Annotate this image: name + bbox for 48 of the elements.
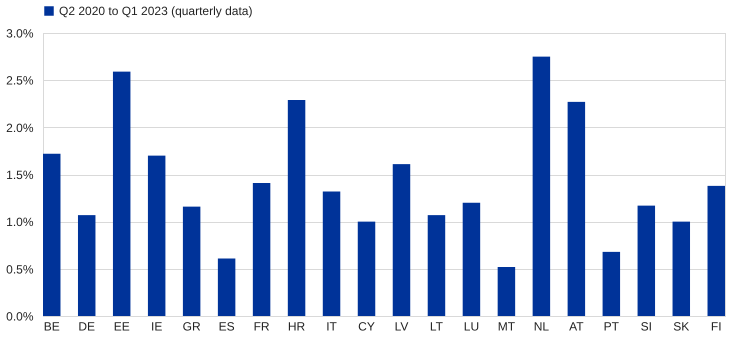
x-tick-label: EE xyxy=(114,320,130,334)
bar xyxy=(322,191,340,316)
x-tick-label: ES xyxy=(218,320,235,334)
y-tick-label: 2.0% xyxy=(6,120,34,135)
x-tick-label: IE xyxy=(150,320,162,334)
bar xyxy=(462,202,480,316)
bar xyxy=(148,156,166,316)
bar xyxy=(428,215,446,316)
y-tick-label: 2.5% xyxy=(6,74,34,88)
bar xyxy=(112,72,130,316)
bar xyxy=(672,222,690,316)
x-tick-label: SK xyxy=(673,320,690,334)
x-tick-label: DE xyxy=(78,320,96,334)
x-tick-label: FI xyxy=(710,320,722,334)
x-tick-label: LV xyxy=(394,320,408,334)
y-tick-label: 0.0% xyxy=(6,310,34,324)
x-tick-label: GR xyxy=(182,320,201,334)
bar xyxy=(568,102,586,316)
bar xyxy=(532,56,550,316)
bar xyxy=(638,206,656,316)
y-tick-label: 0.5% xyxy=(6,262,34,276)
x-tick-label: AT xyxy=(569,320,584,334)
x-tick-label: PT xyxy=(604,320,620,334)
bar xyxy=(43,154,60,316)
x-tick-label: IT xyxy=(326,320,338,334)
x-tick-label: MT xyxy=(498,320,516,334)
bar xyxy=(78,215,96,316)
bar xyxy=(252,182,270,316)
bar xyxy=(602,252,620,316)
x-tick-label: SI xyxy=(640,320,652,334)
bar xyxy=(288,100,306,316)
bar xyxy=(358,222,376,316)
bar xyxy=(708,186,725,316)
x-tick-label: LU xyxy=(464,320,480,334)
bar xyxy=(498,266,516,316)
x-tick-label: CY xyxy=(358,320,375,334)
y-tick-label: 1.0% xyxy=(6,215,34,230)
bar xyxy=(392,164,410,316)
legend-label: Q2 2020 to Q1 2023 (quarterly data) xyxy=(59,4,252,18)
x-tick-label: NL xyxy=(534,320,550,334)
x-tick-label: BE xyxy=(44,320,60,334)
bar xyxy=(218,258,236,316)
bar xyxy=(182,206,200,316)
y-tick-label: 3.0% xyxy=(6,26,34,40)
y-tick-label: 1.5% xyxy=(6,168,34,182)
x-tick-label: HR xyxy=(288,320,306,334)
x-tick-label: LT xyxy=(430,320,444,334)
x-tick-label: FR xyxy=(254,320,270,334)
